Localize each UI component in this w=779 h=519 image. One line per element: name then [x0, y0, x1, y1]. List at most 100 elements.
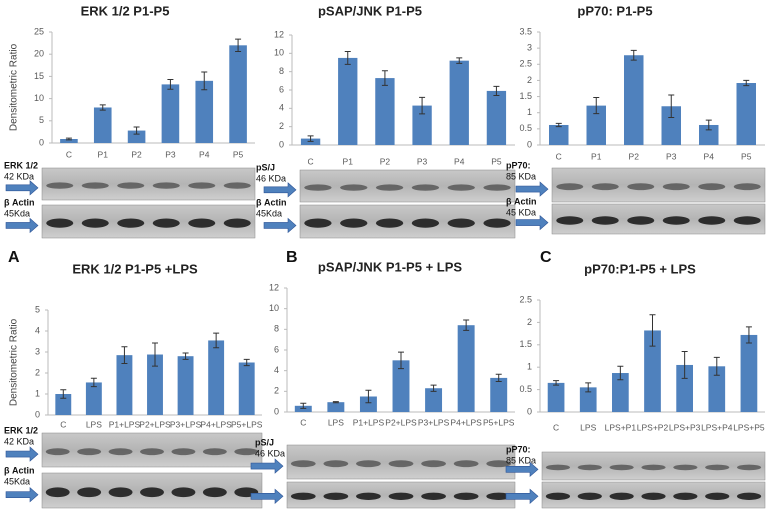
y-tick-label: 0	[35, 409, 40, 419]
blot-band	[591, 216, 619, 225]
blot-band	[117, 218, 145, 228]
blot-size: 46 KDa	[255, 448, 285, 458]
error-bar	[90, 377, 97, 388]
y-tick-label: 25	[34, 26, 44, 36]
blot-band	[46, 218, 74, 228]
bar	[547, 382, 565, 412]
y-tick-label: 1	[527, 107, 532, 117]
y-tick-label: 3	[35, 346, 40, 356]
blot-band	[171, 487, 196, 498]
error-bar	[65, 137, 72, 141]
y-tick-label: 15	[34, 71, 44, 81]
blot-band	[641, 492, 666, 500]
blot-size: 46 KDa	[256, 173, 286, 183]
chart-title: pP70:P1-P5 + LPS	[584, 261, 696, 276]
arrow	[5, 217, 39, 234]
blot-label: pP70:	[506, 444, 531, 454]
y-tick-label: 12	[269, 282, 279, 292]
panel-label: A	[8, 249, 20, 266]
chart-title: ERK 1/2 P1-P5	[81, 3, 170, 18]
blot-label: pP70:	[506, 160, 531, 170]
blot-band	[108, 487, 133, 498]
blot-band	[340, 184, 368, 191]
y-tick-label: 10	[274, 48, 284, 58]
error-bar	[745, 326, 752, 344]
x-tick-label: P5	[491, 156, 502, 166]
x-tick-label: P4+LPS	[200, 419, 232, 429]
x-tick-label: P1+LPS	[109, 419, 141, 429]
blot-band	[140, 487, 164, 498]
blot-label: pS/J	[256, 162, 275, 172]
blot-size: 85 KDa	[506, 455, 536, 465]
y-tick-label: 2.5	[519, 294, 532, 304]
x-tick-label: LPS+P2	[637, 422, 669, 432]
error-bar	[60, 389, 67, 399]
bar	[644, 330, 661, 412]
x-tick-label: P5+LPS	[231, 419, 263, 429]
y-tick-label: 20	[34, 49, 44, 59]
x-tick-label: LPS+P5	[733, 422, 765, 432]
bar	[359, 396, 377, 412]
y-tick-label: 2.5	[519, 59, 532, 69]
blot-band	[736, 464, 762, 471]
x-tick-label: LPS	[580, 422, 596, 432]
blot-band	[46, 182, 74, 189]
bar	[486, 90, 507, 145]
error-bar	[344, 51, 351, 65]
blot-size: 45Kda	[256, 208, 282, 218]
bar	[457, 325, 475, 412]
blot-image	[299, 169, 516, 203]
arrow	[505, 461, 539, 478]
bar	[294, 405, 312, 412]
blot-band	[556, 216, 584, 225]
bar	[579, 387, 597, 412]
y-tick-label: 0.5	[519, 123, 532, 133]
error-bar	[381, 70, 388, 86]
blot-band	[609, 464, 634, 471]
y-tick-label: 2	[279, 121, 284, 131]
blot-band	[140, 448, 164, 456]
bar	[238, 362, 255, 415]
blot-image	[299, 204, 516, 239]
blot-band	[304, 184, 332, 191]
x-tick-label: P1+LPS	[353, 417, 385, 427]
blot-band	[234, 448, 259, 456]
error-bar	[419, 96, 426, 115]
blot-band	[388, 460, 414, 468]
blot-size: 45Kda	[4, 476, 30, 486]
blot-band	[340, 218, 368, 228]
blot-band	[545, 492, 571, 500]
x-tick-label: LPS	[86, 419, 102, 429]
blot-band	[483, 184, 511, 191]
arrow	[5, 487, 39, 503]
x-tick-label: P1	[343, 156, 354, 166]
error-bar	[617, 365, 624, 381]
x-tick-label: LPS+P4	[701, 422, 733, 432]
blot-band	[556, 183, 584, 191]
y-tick-label: 0	[39, 137, 44, 147]
arrow	[515, 214, 549, 231]
blot-band	[304, 218, 332, 228]
bar	[338, 57, 358, 145]
x-tick-label: P3+LPS	[170, 419, 202, 429]
error-bar	[167, 79, 174, 90]
x-tick-label: C	[66, 149, 72, 159]
blot-image	[551, 203, 766, 235]
x-tick-label: P2	[131, 149, 142, 159]
blot-label: β Actin	[506, 196, 537, 206]
blot-band	[486, 492, 512, 500]
error-bar	[593, 97, 600, 115]
bar	[127, 130, 146, 143]
blot-band	[545, 464, 571, 471]
blot-band	[662, 216, 690, 225]
bar	[55, 394, 72, 415]
blot-band	[411, 184, 440, 191]
bar	[208, 340, 225, 415]
bar	[449, 60, 469, 145]
blot-band	[421, 492, 446, 500]
y-tick-label: 5	[39, 115, 44, 125]
arrow	[263, 182, 297, 198]
error-bar	[430, 384, 437, 392]
blot-image	[41, 167, 256, 201]
